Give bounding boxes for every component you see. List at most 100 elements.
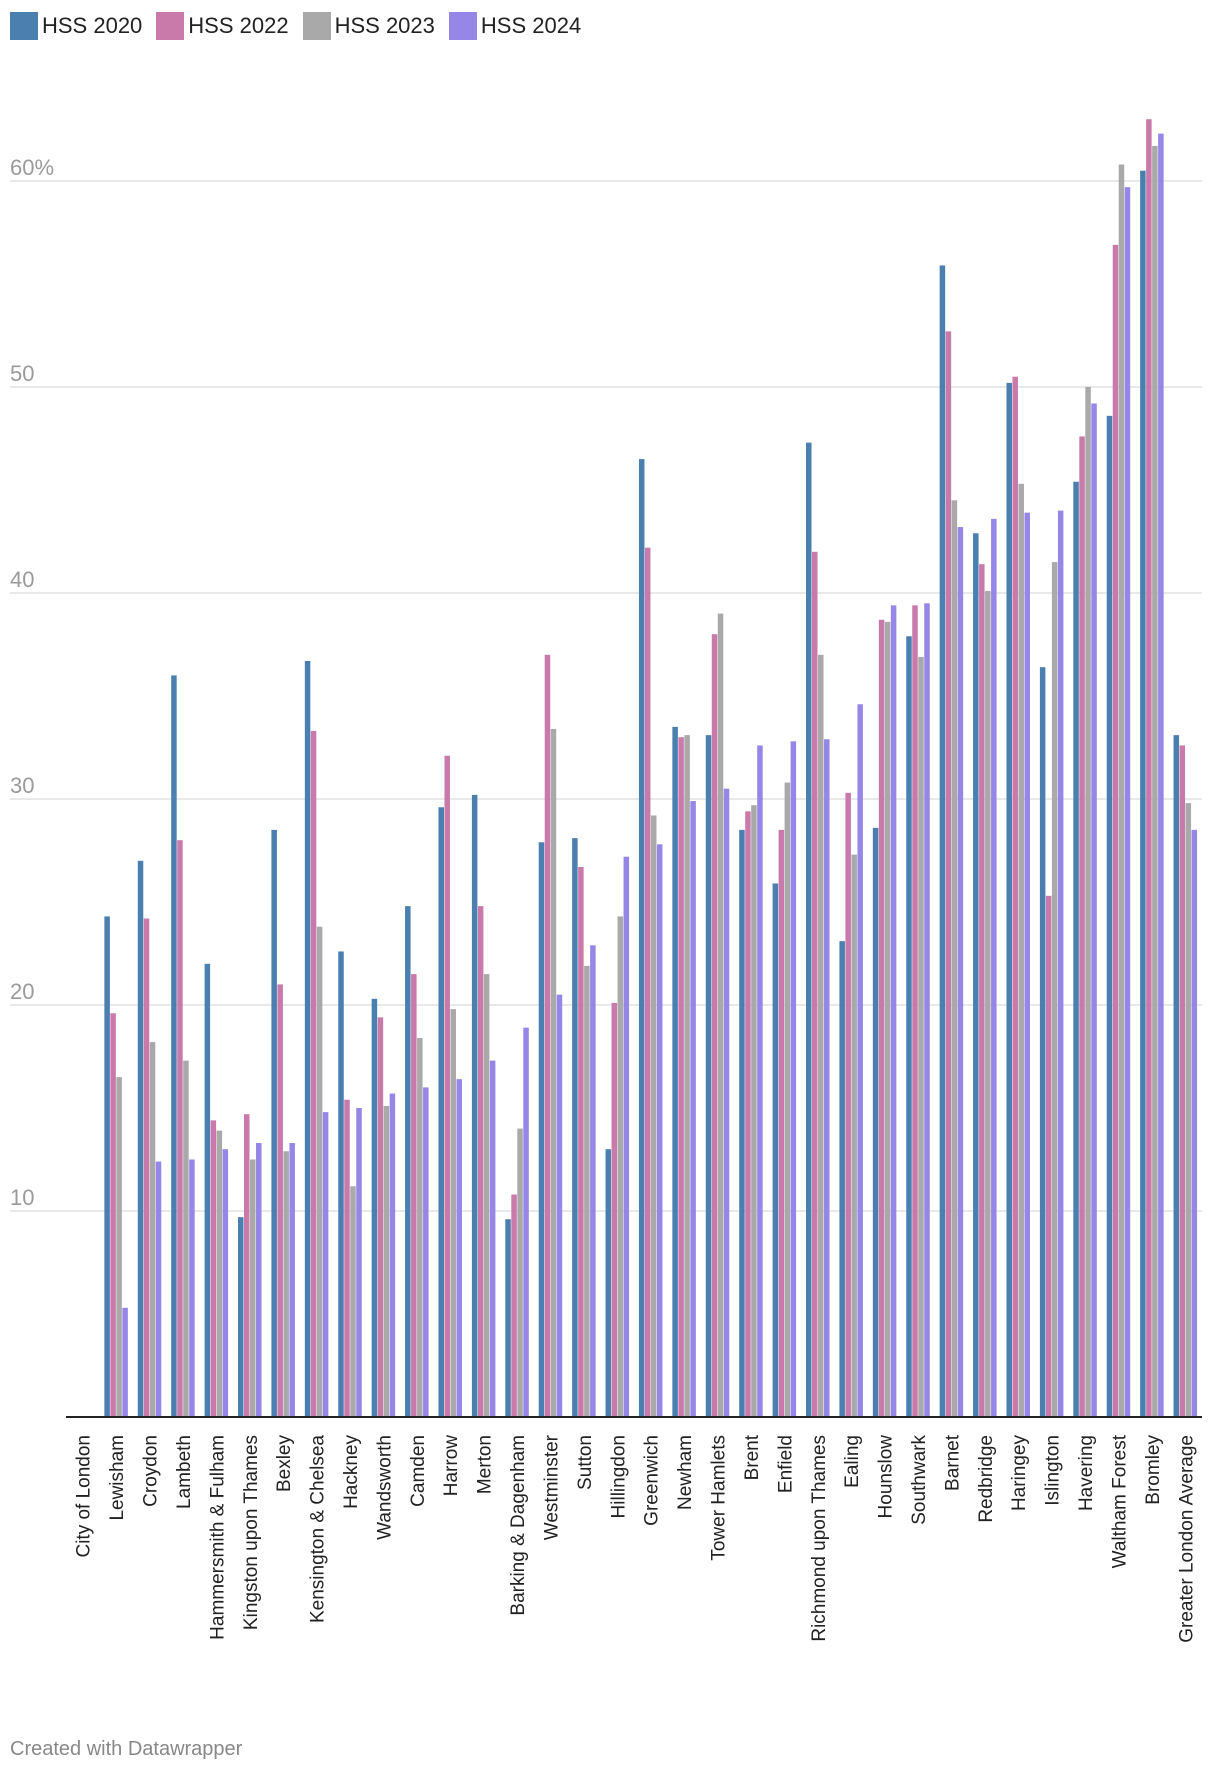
- bar: [438, 807, 444, 1417]
- bar: [1051, 562, 1058, 1417]
- bar: [918, 656, 924, 1417]
- bar: [924, 603, 930, 1417]
- bar: [1191, 829, 1198, 1417]
- x-tick-label: Hounslow: [876, 1435, 897, 1519]
- bar: [656, 844, 663, 1417]
- bar: [845, 792, 851, 1417]
- bar: [489, 1060, 496, 1417]
- legend-label: HSS 2022: [188, 13, 289, 38]
- bar: [1152, 145, 1158, 1418]
- bar: [544, 654, 551, 1417]
- bar: [183, 1060, 189, 1417]
- bar: [790, 741, 797, 1417]
- bar: [1079, 436, 1085, 1417]
- bar: [857, 704, 863, 1417]
- bar: [1012, 376, 1018, 1418]
- x-tick-label: Newham: [675, 1435, 696, 1510]
- bar: [1112, 244, 1119, 1418]
- bar: [1024, 512, 1030, 1417]
- bar: [812, 551, 818, 1417]
- bar: [177, 840, 183, 1417]
- y-tick-label: 10: [10, 1185, 34, 1210]
- x-tick-label: Croydon: [141, 1435, 162, 1507]
- bar: [623, 856, 630, 1417]
- x-tick-label: Camden: [408, 1435, 429, 1507]
- x-tick-label: Sutton: [575, 1435, 596, 1490]
- bar: [1158, 133, 1164, 1417]
- bar: [684, 735, 690, 1417]
- x-tick-label: City of London: [74, 1435, 95, 1558]
- x-tick-label: Barnet: [942, 1434, 963, 1491]
- bar: [1091, 403, 1097, 1418]
- x-tick-label: Hammersmith & Fulham: [207, 1435, 228, 1640]
- bar: [483, 974, 490, 1417]
- bar: [116, 1077, 122, 1417]
- x-tick-label: Southwark: [909, 1435, 930, 1525]
- bar: [590, 945, 596, 1417]
- legend-swatch: [448, 12, 477, 40]
- bar: [650, 815, 657, 1417]
- x-tick-label: Kingston upon Thames: [241, 1435, 262, 1630]
- bar: [678, 737, 684, 1417]
- bar: [143, 918, 150, 1417]
- bar: [210, 1120, 217, 1417]
- bar: [110, 1013, 116, 1417]
- y-tick-label: 60%: [10, 155, 54, 180]
- bar: [638, 459, 645, 1418]
- bar: [316, 926, 323, 1417]
- bar: [389, 1093, 396, 1417]
- y-tick-label: 20: [10, 979, 34, 1004]
- x-tick-label: Redbridge: [976, 1435, 997, 1523]
- bar: [155, 1161, 162, 1417]
- bar: [973, 533, 979, 1417]
- bar: [1106, 415, 1113, 1418]
- legend-label: HSS 2024: [480, 13, 582, 38]
- bar: [1185, 803, 1192, 1417]
- bar: [1173, 735, 1180, 1417]
- x-tick-label: Brent: [742, 1434, 763, 1480]
- bar: [951, 500, 958, 1417]
- bar: [1006, 382, 1012, 1417]
- bar: [723, 788, 730, 1417]
- bar: [511, 1194, 517, 1417]
- bar: [538, 842, 545, 1417]
- bar: [772, 883, 779, 1417]
- bar: [344, 1099, 350, 1417]
- bar: [377, 1017, 384, 1417]
- bar: [405, 906, 411, 1417]
- x-tick-label: Wandsworth: [374, 1435, 395, 1540]
- x-tick-label: Harrow: [441, 1435, 462, 1497]
- bar: [338, 951, 344, 1417]
- bar: [751, 805, 757, 1417]
- bar: [1146, 119, 1152, 1418]
- bar-chart: 10 20 30 40 50 60% City of London Lewisham Croyd…: [10, 119, 1202, 1643]
- bar: [505, 1219, 511, 1417]
- bar: [605, 1149, 612, 1417]
- legend-item: HSS 2020: [10, 12, 142, 40]
- bar: [550, 728, 557, 1417]
- x-tick-label: Merton: [475, 1435, 496, 1494]
- bar: [149, 1042, 156, 1417]
- bar: [851, 854, 857, 1417]
- bar: [277, 984, 283, 1417]
- bar: [122, 1307, 128, 1417]
- bar: [906, 636, 912, 1417]
- bar: [957, 527, 964, 1417]
- bar: [1085, 387, 1091, 1417]
- bar: [517, 1128, 523, 1417]
- bar: [283, 1151, 289, 1417]
- x-tick-label: Richmond upon Thames: [809, 1435, 830, 1642]
- bar: [411, 974, 417, 1417]
- bar: [1118, 164, 1125, 1417]
- bar: [1057, 510, 1064, 1418]
- bar: [216, 1130, 223, 1417]
- bar: [991, 518, 997, 1417]
- bar: [939, 265, 946, 1418]
- legend-swatch: [156, 12, 185, 40]
- bar: [289, 1143, 295, 1417]
- x-tick-label: Kensington & Chelsea: [308, 1435, 329, 1623]
- x-tick-label: Lewisham: [107, 1435, 128, 1521]
- x-tick-label: Haringey: [1009, 1435, 1030, 1512]
- bar: [1039, 667, 1046, 1417]
- legend-label: HSS 2023: [334, 13, 435, 38]
